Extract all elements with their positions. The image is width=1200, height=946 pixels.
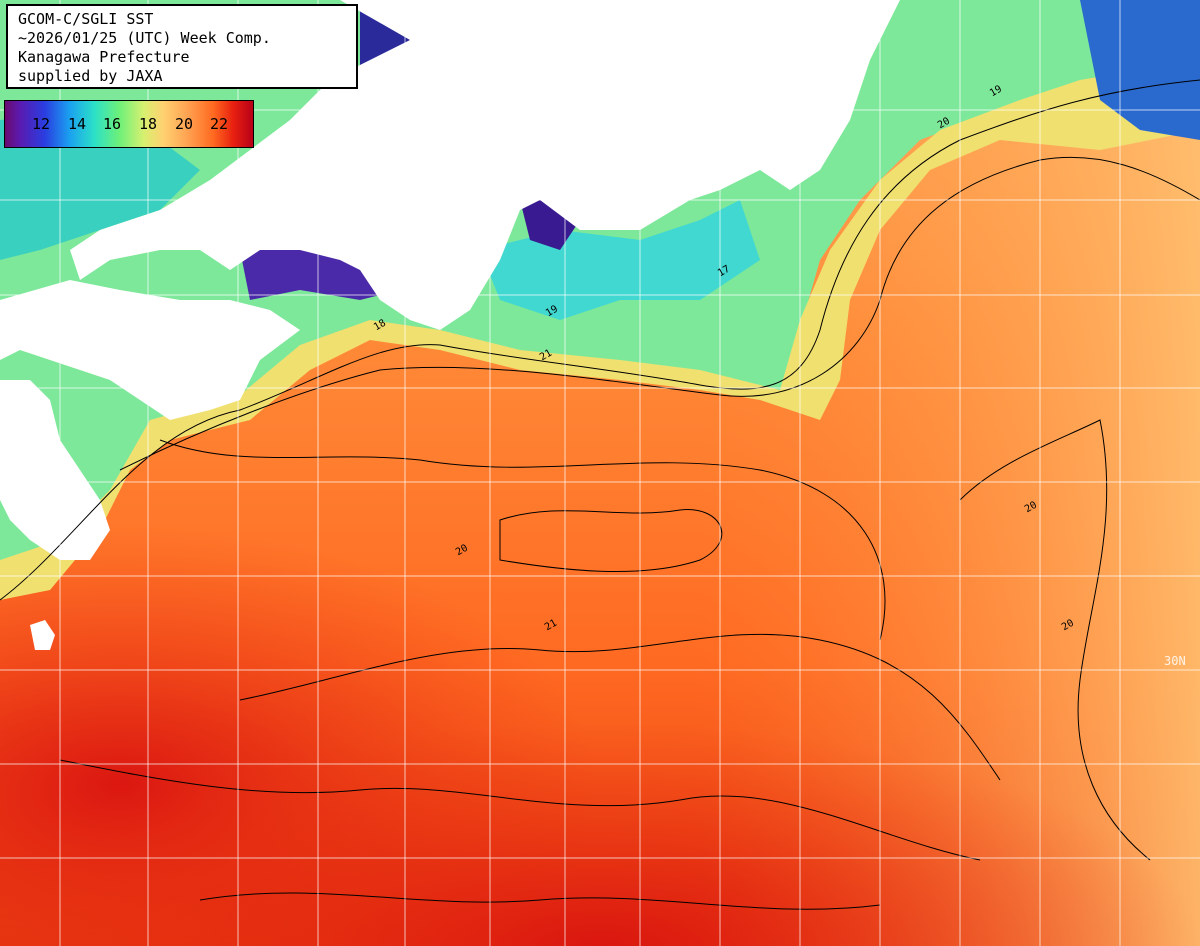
isotherm-22b (199, 892, 881, 910)
isotherm-22 (59, 759, 981, 861)
title-line-product: GCOM-C/SGLI SST (18, 10, 154, 28)
color-scale-tick: 22 (210, 115, 229, 133)
color-scale-ticks: 12 14 16 18 20 22 (5, 115, 253, 135)
longitude-label: 135E (475, 2, 486, 27)
color-scale-tick: 18 (139, 115, 158, 133)
coastal-yellow-band (0, 60, 1200, 600)
latitude-label: 30N (1164, 654, 1186, 668)
land-small-island (30, 620, 55, 650)
title-line-credit: supplied by JAXA (18, 67, 163, 85)
land-honshu (70, 0, 900, 330)
color-scale-bar: 12 14 16 18 20 22 (4, 100, 254, 148)
land-kyushu (0, 380, 110, 560)
title-box: GCOM-C/SGLI SST ~2026/01/25 (UTC) Week C… (6, 4, 358, 89)
isotherm-21 (159, 439, 886, 641)
color-scale-tick: 12 (32, 115, 51, 133)
title-line-region: Kanagawa Prefecture (18, 48, 190, 66)
color-scale-tick: 14 (68, 115, 87, 133)
isotherm-20c (499, 509, 723, 573)
title-line-date: ~2026/01/25 (UTC) Week Comp. (18, 29, 271, 47)
cyan-zone (480, 200, 760, 320)
sea-hot-south (0, 500, 1200, 946)
land-shikoku (0, 280, 300, 420)
isotherm-21b (239, 633, 1001, 781)
color-scale-tick: 20 (175, 115, 194, 133)
cold-zone-northeast (1080, 0, 1200, 140)
isotherm-20b (959, 419, 1151, 861)
color-scale-tick: 16 (103, 115, 122, 133)
